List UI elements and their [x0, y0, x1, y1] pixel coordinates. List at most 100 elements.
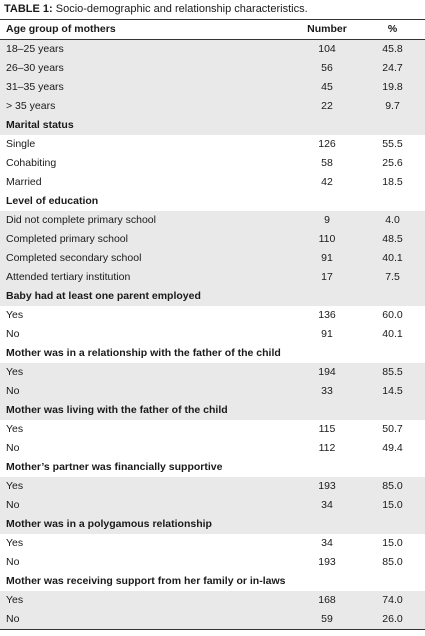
row-percent: 15.0	[360, 496, 425, 515]
row-number: 59	[294, 610, 360, 630]
table-label: TABLE 1:	[4, 3, 53, 15]
row-number: 110	[294, 230, 360, 249]
row-number: 45	[294, 78, 360, 97]
row-percent: 45.8	[360, 39, 425, 59]
row-percent: 49.4	[382, 442, 403, 454]
row-label: Yes	[6, 309, 24, 321]
table-row: Yes 193 85.0	[0, 477, 425, 496]
section-title: Baby had at least one parent employed	[0, 287, 425, 306]
section-title-row: Level of education	[0, 192, 425, 211]
section-title: Mother was in a polygamous relationship	[0, 515, 425, 534]
row-label: Yes	[0, 591, 294, 610]
table-row: No 112 49.4	[0, 439, 425, 458]
table-row: Attended tertiary institution 17 7.5	[0, 268, 425, 287]
table-row: Did not complete primary school 9 4.0	[0, 211, 425, 230]
section-title: Mother was in a relationship with the fa…	[6, 347, 281, 359]
row-percent: 18.5	[382, 176, 403, 188]
row-number: 42	[321, 176, 333, 188]
table-row: Cohabiting 58 25.6	[0, 154, 425, 173]
row-percent: 4.0	[360, 211, 425, 230]
table-row: Yes 34 15.0	[0, 534, 425, 553]
header-number: Number	[294, 19, 360, 40]
row-label: Yes	[6, 537, 24, 549]
row-percent: 25.6	[382, 157, 403, 169]
table-body: Age group of mothers Number % 18–25 year…	[0, 19, 425, 630]
row-label: Yes	[6, 423, 24, 435]
table-row: 26–30 years 56 24.7	[0, 59, 425, 78]
table-row: 31–35 years 45 19.8	[0, 78, 425, 97]
section-title: Mother was receiving support from her fa…	[6, 575, 286, 587]
section-title-row: Baby had at least one parent employed	[0, 287, 425, 306]
row-percent: 60.0	[382, 309, 403, 321]
row-label: Married	[6, 176, 42, 188]
row-number: 194	[294, 363, 360, 382]
row-number: 126	[318, 138, 336, 150]
row-number: 33	[294, 382, 360, 401]
row-label: No	[6, 328, 20, 340]
header-percent: %	[360, 19, 425, 40]
row-number: 9	[294, 211, 360, 230]
row-percent: 85.0	[360, 477, 425, 496]
row-percent: 24.7	[360, 59, 425, 78]
row-number: 34	[321, 537, 333, 549]
table-row: Yes 194 85.5	[0, 363, 425, 382]
table-row: Married 42 18.5	[0, 173, 425, 192]
row-label: Yes	[0, 363, 294, 382]
row-label: Completed primary school	[0, 230, 294, 249]
row-label: 31–35 years	[0, 78, 294, 97]
row-percent: 19.8	[360, 78, 425, 97]
table-caption: TABLE 1: Socio-demographic and relations…	[0, 0, 425, 19]
row-number: 193	[318, 556, 336, 568]
row-number: 22	[294, 97, 360, 116]
row-label: Cohabiting	[6, 157, 57, 169]
row-label: No	[0, 382, 294, 401]
row-percent: 40.1	[360, 249, 425, 268]
table-row: Single 126 55.5	[0, 135, 425, 154]
row-percent: 85.5	[360, 363, 425, 382]
row-number: 91	[321, 328, 333, 340]
row-number: 58	[321, 157, 333, 169]
section-title-row: Mother was in a relationship with the fa…	[0, 344, 425, 363]
row-label: 18–25 years	[0, 39, 294, 59]
section-title-row: Mother’s partner was financially support…	[0, 458, 425, 477]
table-title: Socio-demographic and relationship chara…	[52, 3, 308, 15]
row-percent: 74.0	[360, 591, 425, 610]
row-label: Single	[6, 138, 36, 150]
table-row: No 59 26.0	[0, 610, 425, 630]
section-title: Level of education	[6, 195, 99, 207]
table-row: Yes 115 50.7	[0, 420, 425, 439]
row-percent: 7.5	[360, 268, 425, 287]
row-number: 193	[294, 477, 360, 496]
row-label: Yes	[0, 477, 294, 496]
table-row: Completed secondary school 91 40.1	[0, 249, 425, 268]
row-percent: 50.7	[382, 423, 403, 435]
row-percent: 26.0	[360, 610, 425, 630]
row-number: 56	[294, 59, 360, 78]
section-title-row: Mother was living with the father of the…	[0, 401, 425, 420]
table-row: No 34 15.0	[0, 496, 425, 515]
row-label: Did not complete primary school	[0, 211, 294, 230]
row-number: 17	[294, 268, 360, 287]
table-row: Yes 168 74.0	[0, 591, 425, 610]
section-title-row: Mother was receiving support from her fa…	[0, 572, 425, 591]
row-label: No	[0, 610, 294, 630]
table-row: 18–25 years 104 45.8	[0, 39, 425, 59]
section-title: Mother’s partner was financially support…	[6, 461, 223, 473]
row-percent: 48.5	[360, 230, 425, 249]
row-percent: 55.5	[382, 138, 403, 150]
row-number: 91	[294, 249, 360, 268]
table-row: Yes 136 60.0	[0, 306, 425, 325]
row-number: 34	[294, 496, 360, 515]
table-row: Completed primary school 110 48.5	[0, 230, 425, 249]
row-label: Completed secondary school	[0, 249, 294, 268]
section-title-row: Marital status	[0, 116, 425, 135]
row-label: No	[6, 556, 20, 568]
row-label: No	[0, 496, 294, 515]
row-number: 136	[318, 309, 336, 321]
row-number: 168	[294, 591, 360, 610]
section-title-row: Mother was in a polygamous relationship	[0, 515, 425, 534]
row-number: 112	[318, 442, 336, 454]
row-percent: 40.1	[382, 328, 403, 340]
row-label: > 35 years	[0, 97, 294, 116]
section-title: Mother was living with the father of the…	[0, 401, 425, 420]
